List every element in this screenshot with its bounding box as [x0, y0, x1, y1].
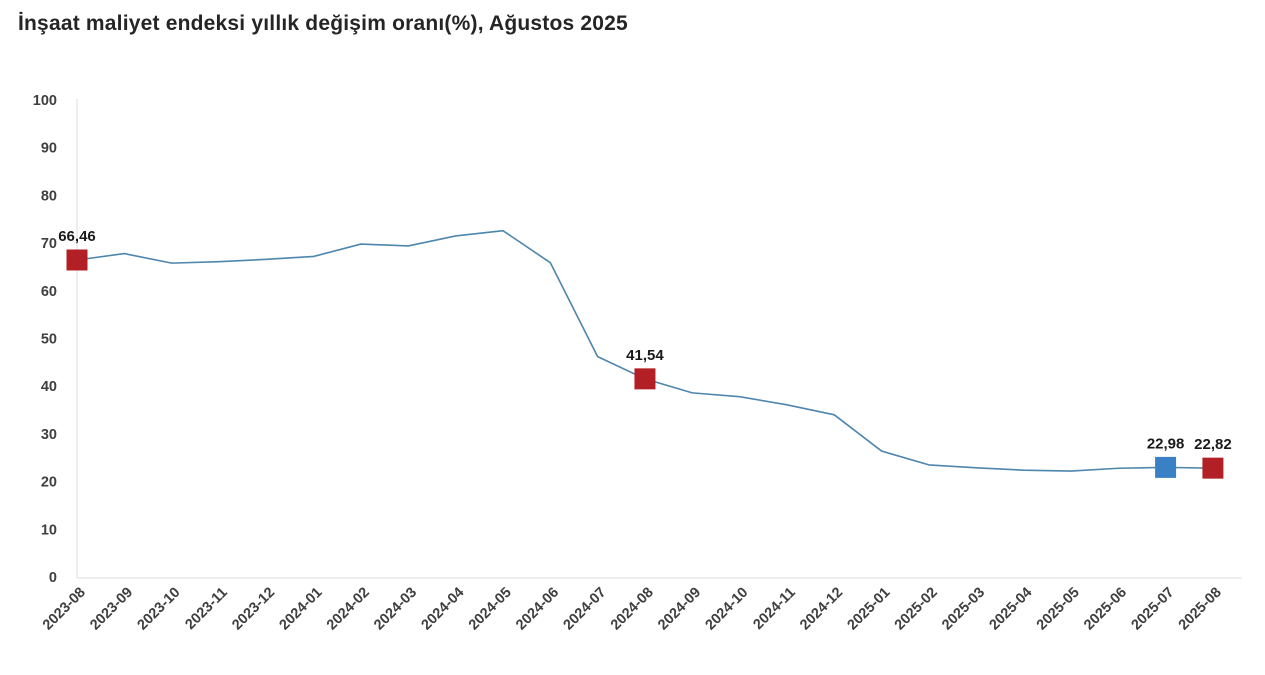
x-tick-label: 2025-04	[986, 585, 1035, 634]
x-tick-label: 2023-09	[87, 585, 136, 634]
data-point-marker	[66, 249, 88, 271]
x-tick-label: 2023-08	[40, 585, 89, 634]
data-point-label: 22,98	[1147, 435, 1185, 452]
y-tick-label: 10	[41, 522, 57, 538]
y-tick-label: 60	[41, 284, 57, 300]
y-axis-tick-labels: 0 10 20 30 40 50 60 70 80 90 100	[33, 93, 57, 586]
y-tick-label: 30	[41, 427, 57, 443]
x-tick-label: 2025-08	[1176, 585, 1225, 634]
data-point-markers	[66, 249, 1224, 479]
y-tick-label: 40	[41, 379, 57, 395]
x-tick-label: 2024-01	[277, 585, 326, 634]
x-tick-label: 2025-07	[1128, 585, 1177, 634]
x-tick-label: 2024-06	[513, 585, 562, 634]
x-tick-label: 2024-05	[466, 585, 515, 634]
x-tick-label: 2023-10	[135, 585, 184, 634]
y-tick-label: 0	[49, 570, 57, 586]
x-tick-label: 2024-04	[419, 585, 468, 634]
x-tick-label: 2024-07	[561, 585, 610, 634]
x-tick-label: 2023-12	[229, 585, 278, 634]
chart-title: İnşaat maliyet endeksi yıllık değişim or…	[18, 12, 628, 35]
x-tick-label: 2025-05	[1034, 585, 1083, 634]
data-point-marker	[634, 368, 656, 390]
data-point-label: 41,54	[626, 347, 664, 364]
x-tick-label: 2024-08	[608, 585, 657, 634]
y-tick-label: 50	[41, 332, 57, 348]
data-point-marker	[1202, 457, 1224, 479]
data-point-label: 22,82	[1194, 436, 1232, 453]
x-tick-label: 2025-06	[1081, 585, 1130, 634]
y-tick-label: 20	[41, 475, 57, 491]
y-tick-label: 80	[41, 188, 57, 204]
y-tick-label: 70	[41, 236, 57, 252]
data-point-marker	[1155, 456, 1177, 478]
y-tick-label: 100	[33, 93, 57, 109]
x-tick-label: 2024-03	[371, 585, 420, 634]
x-tick-label: 2024-10	[703, 585, 752, 634]
x-tick-label: 2025-03	[939, 585, 988, 634]
data-point-labels: 66,46 41,54 22,98 22,82	[58, 228, 1231, 453]
x-tick-label: 2023-11	[182, 585, 230, 633]
chart-axes	[76, 99, 1242, 579]
x-tick-label: 2025-01	[844, 585, 893, 634]
y-tick-label: 90	[41, 141, 57, 157]
x-tick-label: 2024-02	[324, 585, 373, 634]
x-axis-tick-labels: 2023-082023-092023-102023-112023-122024-…	[40, 585, 1225, 634]
data-point-label: 66,46	[58, 228, 96, 245]
x-tick-label: 2024-11	[750, 585, 798, 633]
x-tick-label: 2025-02	[892, 585, 941, 634]
x-tick-label: 2024-12	[797, 585, 846, 634]
x-tick-label: 2024-09	[655, 585, 704, 634]
